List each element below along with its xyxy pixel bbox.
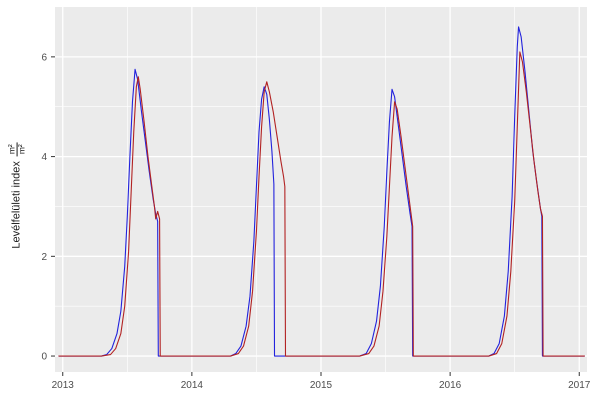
x-tick-label: 2017 [568,380,591,391]
x-tick-label: 2015 [310,380,333,391]
y-tick-label: 0 [41,352,47,363]
x-tick-label: 2014 [181,380,204,391]
y-tick-label: 6 [41,52,47,63]
series-red [58,51,585,357]
x-tick-label: 2013 [52,380,75,391]
x-tick-label: 2016 [439,380,462,391]
y-tick-label: 4 [41,152,47,163]
y-tick-label: 2 [41,252,47,263]
